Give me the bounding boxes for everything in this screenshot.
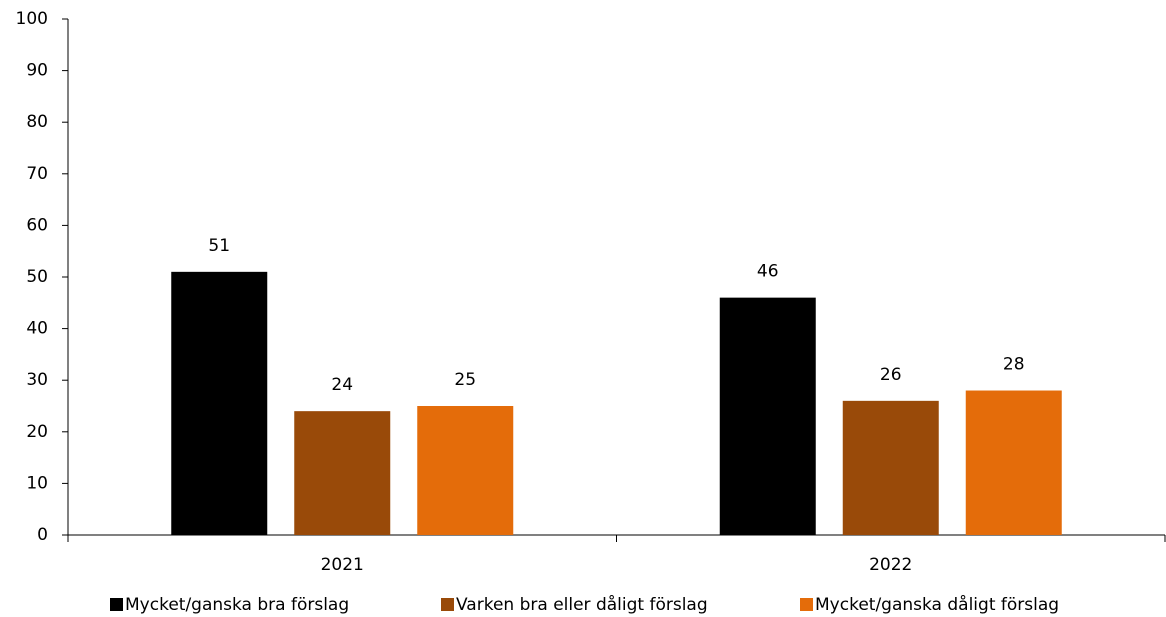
y-tick-label: 20 bbox=[26, 422, 48, 442]
bar bbox=[417, 406, 514, 535]
legend-label: Varken bra eller dåligt förslag bbox=[456, 594, 708, 615]
value-label: 25 bbox=[454, 370, 476, 390]
y-tick-label: 60 bbox=[26, 215, 48, 235]
y-tick-label: 30 bbox=[26, 370, 48, 390]
value-label: 28 bbox=[1003, 355, 1025, 375]
legend-label: Mycket/ganska bra förslag bbox=[125, 595, 349, 615]
value-label: 26 bbox=[880, 365, 902, 385]
y-tick-label: 10 bbox=[26, 473, 48, 493]
y-tick-label: 0 bbox=[37, 525, 48, 545]
legend-swatch bbox=[800, 598, 813, 611]
value-label: 51 bbox=[208, 236, 230, 256]
legend-swatch bbox=[441, 598, 454, 611]
y-tick-label: 40 bbox=[26, 319, 48, 339]
y-tick-label: 70 bbox=[26, 164, 48, 184]
y-tick-label: 50 bbox=[26, 267, 48, 287]
y-tick-label: 90 bbox=[26, 61, 48, 81]
x-tick-label: 2021 bbox=[321, 555, 364, 575]
y-tick-label: 100 bbox=[16, 9, 48, 29]
legend-label: Mycket/ganska dåligt förslag bbox=[815, 594, 1059, 615]
y-tick-label: 80 bbox=[26, 112, 48, 132]
x-tick-label: 2022 bbox=[869, 555, 912, 575]
value-label: 24 bbox=[331, 375, 353, 395]
bar bbox=[719, 297, 816, 535]
bar bbox=[294, 411, 391, 535]
bar bbox=[965, 390, 1062, 535]
value-label: 46 bbox=[757, 262, 779, 282]
bar bbox=[171, 271, 268, 535]
bar bbox=[842, 400, 939, 535]
legend-swatch bbox=[110, 598, 123, 611]
